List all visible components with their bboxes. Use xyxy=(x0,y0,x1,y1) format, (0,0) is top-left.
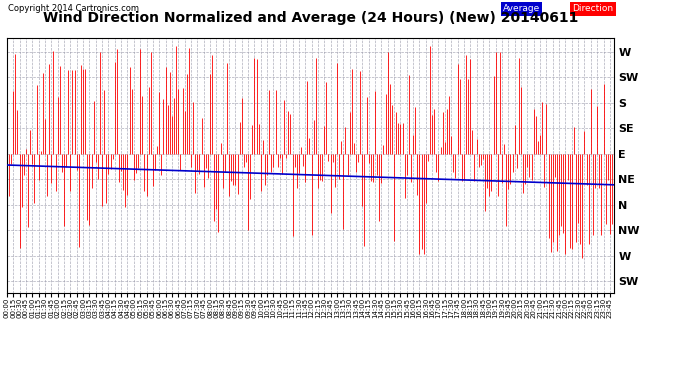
Text: Average: Average xyxy=(503,4,540,13)
Text: Wind Direction Normalized and Average (24 Hours) (New) 20140611: Wind Direction Normalized and Average (2… xyxy=(43,11,578,25)
Text: Direction: Direction xyxy=(573,4,613,13)
Text: Copyright 2014 Cartronics.com: Copyright 2014 Cartronics.com xyxy=(8,4,139,13)
